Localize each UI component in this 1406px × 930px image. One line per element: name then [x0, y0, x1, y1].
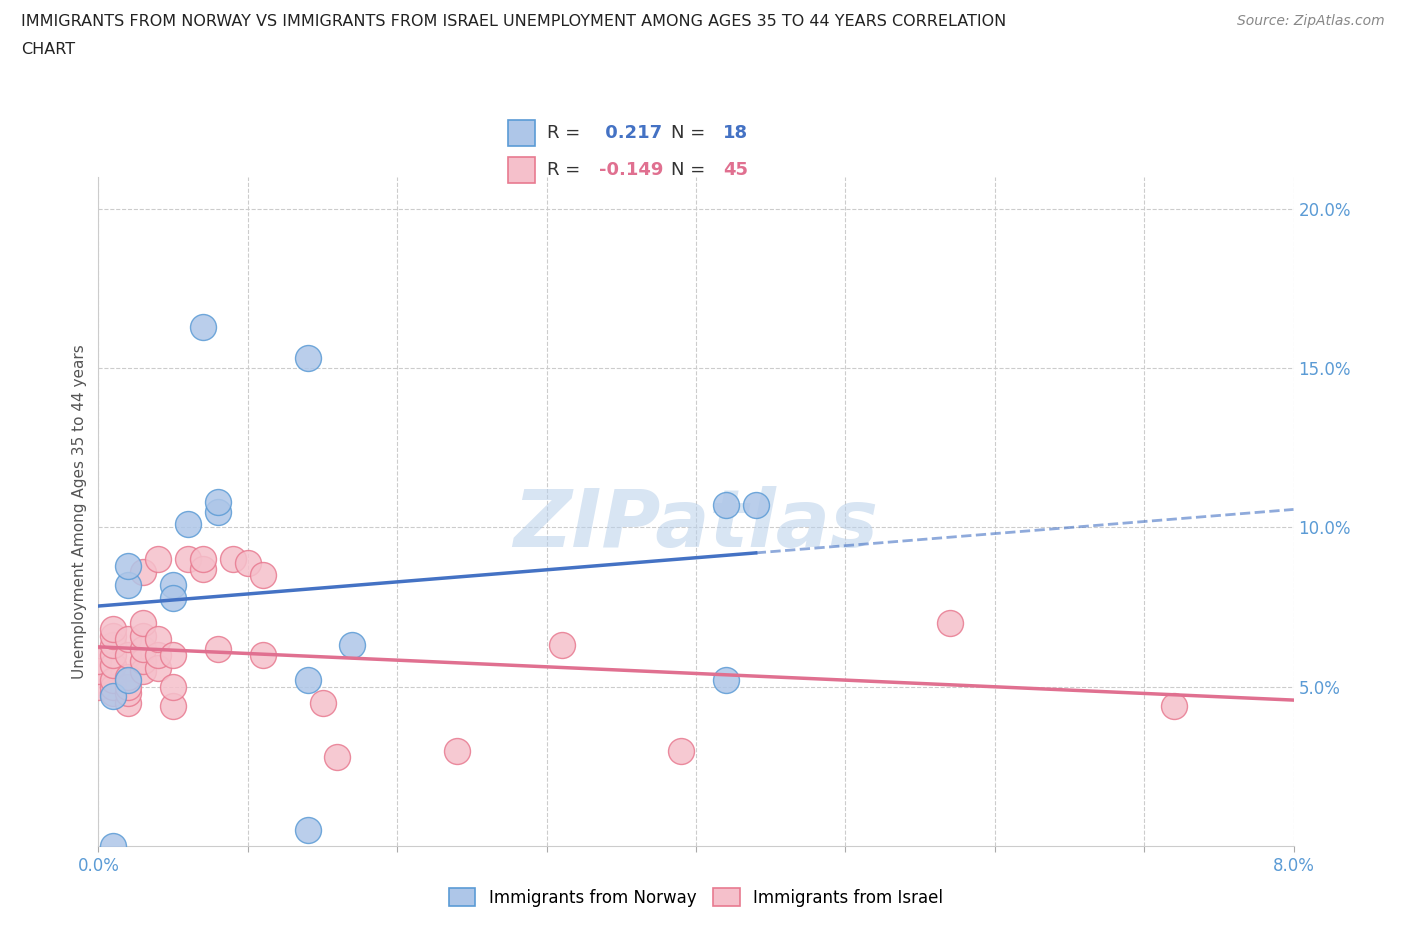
Point: [117, 558, 139, 573]
Point: [177, 551, 200, 566]
Point: [191, 551, 214, 566]
Text: ZIPatlas: ZIPatlas: [513, 485, 879, 564]
Text: -0.149: -0.149: [599, 161, 664, 179]
Point: [714, 673, 737, 688]
Point: [162, 698, 184, 713]
Text: N =: N =: [672, 161, 711, 179]
Text: 0.217: 0.217: [599, 124, 662, 142]
Point: [132, 629, 155, 644]
Point: [148, 660, 170, 675]
Point: [103, 680, 125, 695]
Point: [103, 685, 125, 700]
Point: [117, 578, 139, 592]
Point: [446, 743, 468, 758]
Point: [117, 696, 139, 711]
Point: [207, 495, 229, 510]
Point: [297, 673, 319, 688]
Point: [162, 578, 184, 592]
Point: [132, 616, 155, 631]
Point: [297, 351, 319, 365]
Point: [117, 670, 139, 684]
Point: [103, 629, 125, 644]
Point: [103, 658, 125, 672]
Point: [745, 498, 768, 512]
Point: [297, 823, 319, 838]
Point: [103, 647, 125, 662]
Point: [117, 685, 139, 700]
Point: [162, 591, 184, 605]
Point: [103, 689, 125, 704]
Point: [222, 551, 245, 566]
Point: [87, 654, 110, 669]
Text: 18: 18: [723, 124, 748, 142]
Text: 45: 45: [723, 161, 748, 179]
Point: [162, 680, 184, 695]
Point: [550, 638, 572, 653]
Text: Source: ZipAtlas.com: Source: ZipAtlas.com: [1237, 14, 1385, 28]
Point: [117, 673, 139, 688]
Point: [311, 696, 333, 711]
Point: [207, 641, 229, 656]
Point: [191, 319, 214, 334]
Point: [87, 663, 110, 678]
Point: [117, 680, 139, 695]
Point: [236, 555, 259, 570]
Y-axis label: Unemployment Among Ages 35 to 44 years: Unemployment Among Ages 35 to 44 years: [72, 344, 87, 679]
Point: [342, 638, 364, 653]
Point: [103, 638, 125, 653]
Bar: [508, 120, 536, 146]
Bar: [508, 157, 536, 182]
Point: [714, 498, 737, 512]
Point: [103, 622, 125, 637]
Point: [162, 647, 184, 662]
Point: [939, 616, 962, 631]
Point: [148, 647, 170, 662]
Point: [132, 641, 155, 656]
Point: [148, 631, 170, 646]
Point: [103, 673, 125, 688]
Point: [207, 504, 229, 519]
Legend: Immigrants from Norway, Immigrants from Israel: Immigrants from Norway, Immigrants from …: [440, 880, 952, 915]
Point: [132, 654, 155, 669]
Point: [103, 839, 125, 854]
Point: [252, 647, 274, 662]
Point: [191, 562, 214, 577]
Point: [669, 743, 692, 758]
Point: [117, 631, 139, 646]
Point: [1163, 698, 1185, 713]
Text: CHART: CHART: [21, 42, 75, 57]
Point: [132, 663, 155, 678]
Point: [87, 680, 110, 695]
Point: [177, 517, 200, 532]
Text: N =: N =: [672, 124, 711, 142]
Point: [132, 565, 155, 579]
Text: R =: R =: [547, 124, 586, 142]
Point: [148, 551, 170, 566]
Text: IMMIGRANTS FROM NORWAY VS IMMIGRANTS FROM ISRAEL UNEMPLOYMENT AMONG AGES 35 TO 4: IMMIGRANTS FROM NORWAY VS IMMIGRANTS FRO…: [21, 14, 1007, 29]
Point: [117, 647, 139, 662]
Point: [252, 568, 274, 583]
Text: R =: R =: [547, 161, 586, 179]
Point: [326, 750, 349, 764]
